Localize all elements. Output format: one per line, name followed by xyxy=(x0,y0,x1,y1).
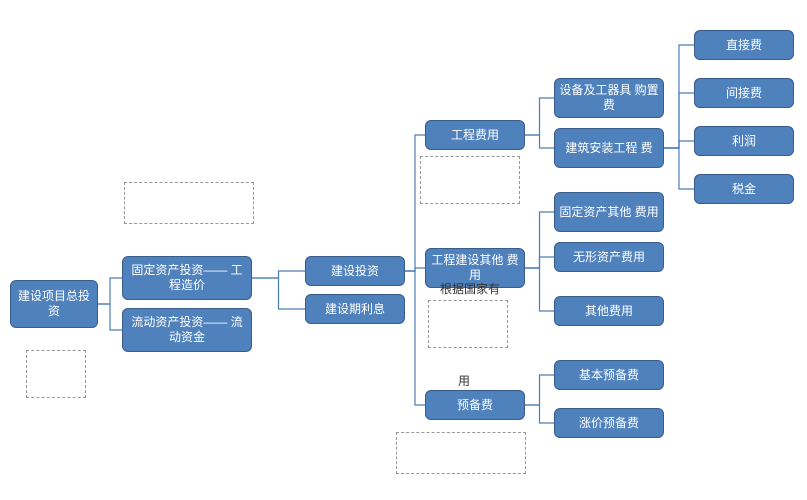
edge xyxy=(525,135,554,148)
node-label: 预备费 xyxy=(457,398,493,413)
edge xyxy=(664,148,694,189)
ghost-box xyxy=(26,350,86,398)
node-label: 无形资产费用 xyxy=(573,250,645,265)
node-label: 税金 xyxy=(732,182,756,197)
node-n12: 流动资产投资—— 流动资金 xyxy=(122,308,252,352)
edge xyxy=(525,257,554,268)
node-label: 直接费 xyxy=(726,38,762,53)
edge xyxy=(405,268,425,271)
node-n53: 利润 xyxy=(694,126,794,156)
node-label: 设备及工器具 购置费 xyxy=(559,83,659,113)
node-n42c: 其他费用 xyxy=(554,296,664,326)
node-n42b: 无形资产费用 xyxy=(554,242,664,272)
node-label: 固定资产其他 费用 xyxy=(559,205,658,220)
node-n41b: 建筑安装工程 费 xyxy=(554,128,664,168)
node-n42a: 固定资产其他 费用 xyxy=(554,192,664,232)
node-label: 建筑安装工程 费 xyxy=(565,141,652,156)
node-label: 利润 xyxy=(732,134,756,149)
edge xyxy=(525,375,554,405)
edge xyxy=(98,278,122,304)
edge xyxy=(525,405,554,423)
node-n43a: 基本预备费 xyxy=(554,360,664,390)
node-label: 工程费用 xyxy=(451,128,499,143)
edge xyxy=(405,271,425,405)
edge xyxy=(664,141,694,148)
ghost-box xyxy=(420,156,520,204)
ghost-text: 用 xyxy=(458,372,470,389)
edge xyxy=(525,98,554,135)
node-n51: 直接费 xyxy=(694,30,794,60)
node-label: 其他费用 xyxy=(585,304,633,319)
edge xyxy=(664,45,694,148)
node-n41a: 设备及工器具 购置费 xyxy=(554,78,664,118)
edge xyxy=(252,271,305,278)
node-n52: 间接费 xyxy=(694,78,794,108)
edge xyxy=(98,304,122,330)
node-n11: 固定资产投资—— 工程造价 xyxy=(122,256,252,300)
node-n22: 建设期利息 xyxy=(305,294,405,324)
ghost-box xyxy=(396,432,526,474)
node-root: 建设项目总投 资 xyxy=(10,280,98,328)
ghost-box xyxy=(124,182,254,224)
node-n33: 预备费 xyxy=(425,390,525,420)
node-n21: 建设投资 xyxy=(305,256,405,286)
edge xyxy=(525,268,554,311)
node-n43b: 涨价预备费 xyxy=(554,408,664,438)
node-label: 涨价预备费 xyxy=(579,416,639,431)
edges-layer xyxy=(0,0,807,500)
node-label: 基本预备费 xyxy=(579,368,639,383)
ghost-text: 根据国家有 xyxy=(440,280,500,297)
node-label: 固定资产投资—— 工程造价 xyxy=(127,263,247,293)
edge xyxy=(664,93,694,148)
edge xyxy=(252,278,305,309)
node-label: 流动资产投资—— 流动资金 xyxy=(127,315,247,345)
node-n31: 工程费用 xyxy=(425,120,525,150)
edge xyxy=(525,212,554,268)
node-label: 建设期利息 xyxy=(325,302,385,317)
ghost-box xyxy=(428,300,508,348)
node-label: 建设项目总投 资 xyxy=(15,289,93,319)
node-label: 工程建设其他 费用 xyxy=(430,253,520,283)
node-label: 建设投资 xyxy=(331,264,379,279)
node-label: 间接费 xyxy=(726,86,762,101)
node-n54: 税金 xyxy=(694,174,794,204)
